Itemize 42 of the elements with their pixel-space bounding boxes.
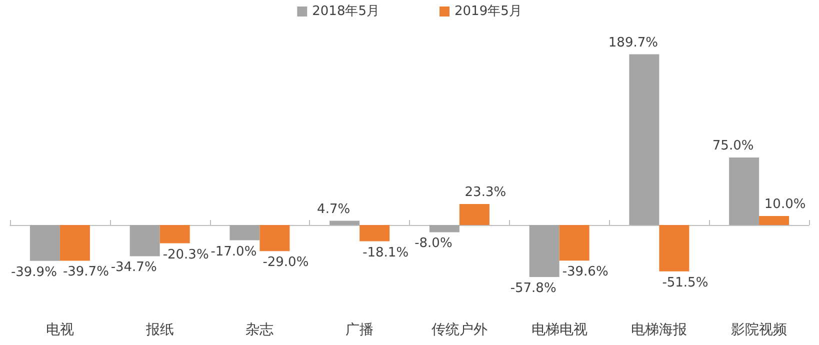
bar [729, 158, 760, 225]
x-tick-label: 传统户外 [431, 322, 488, 338]
bar [330, 220, 360, 225]
bar [360, 225, 390, 242]
data-label: -51.5% [662, 275, 708, 290]
legend-label: 2019年5月 [454, 4, 522, 19]
x-tick-label: 电梯电视 [531, 322, 588, 338]
data-label: -39.6% [562, 264, 608, 280]
x-tick-label: 影院视频 [731, 322, 788, 338]
data-label: 75.0% [712, 138, 754, 154]
data-label: -39.7% [62, 264, 109, 280]
bar [260, 225, 290, 252]
data-label: -39.9% [10, 264, 57, 280]
bar [60, 225, 90, 261]
x-tick-label: 广播 [346, 322, 374, 338]
x-tick-label: 杂志 [246, 322, 274, 338]
x-tick-label: 电梯海报 [631, 322, 688, 338]
bar [559, 225, 590, 261]
data-label: -18.1% [362, 245, 409, 260]
data-label: 189.7% [608, 35, 658, 50]
bar [429, 225, 460, 232]
data-label: -20.3% [162, 247, 209, 262]
bar [529, 225, 560, 278]
bar [230, 225, 260, 240]
data-label: 10.0% [764, 197, 806, 212]
bar [160, 225, 190, 244]
data-label: -17.0% [210, 244, 257, 260]
bar [629, 54, 660, 225]
data-label: 23.3% [464, 185, 506, 200]
bar [130, 225, 160, 256]
data-label: -8.0% [414, 236, 452, 252]
bar [30, 225, 60, 261]
bar [759, 216, 790, 225]
bar [659, 225, 690, 272]
x-tick-label: 报纸 [144, 322, 174, 338]
bar [459, 204, 490, 225]
data-label: -29.0% [262, 255, 309, 270]
data-label: -34.7% [110, 260, 157, 276]
data-label: -57.8% [510, 281, 556, 296]
data-label: 4.7% [317, 202, 350, 217]
x-tick-label: 电视 [46, 322, 74, 338]
legend-label: 2018年5月 [312, 4, 380, 19]
